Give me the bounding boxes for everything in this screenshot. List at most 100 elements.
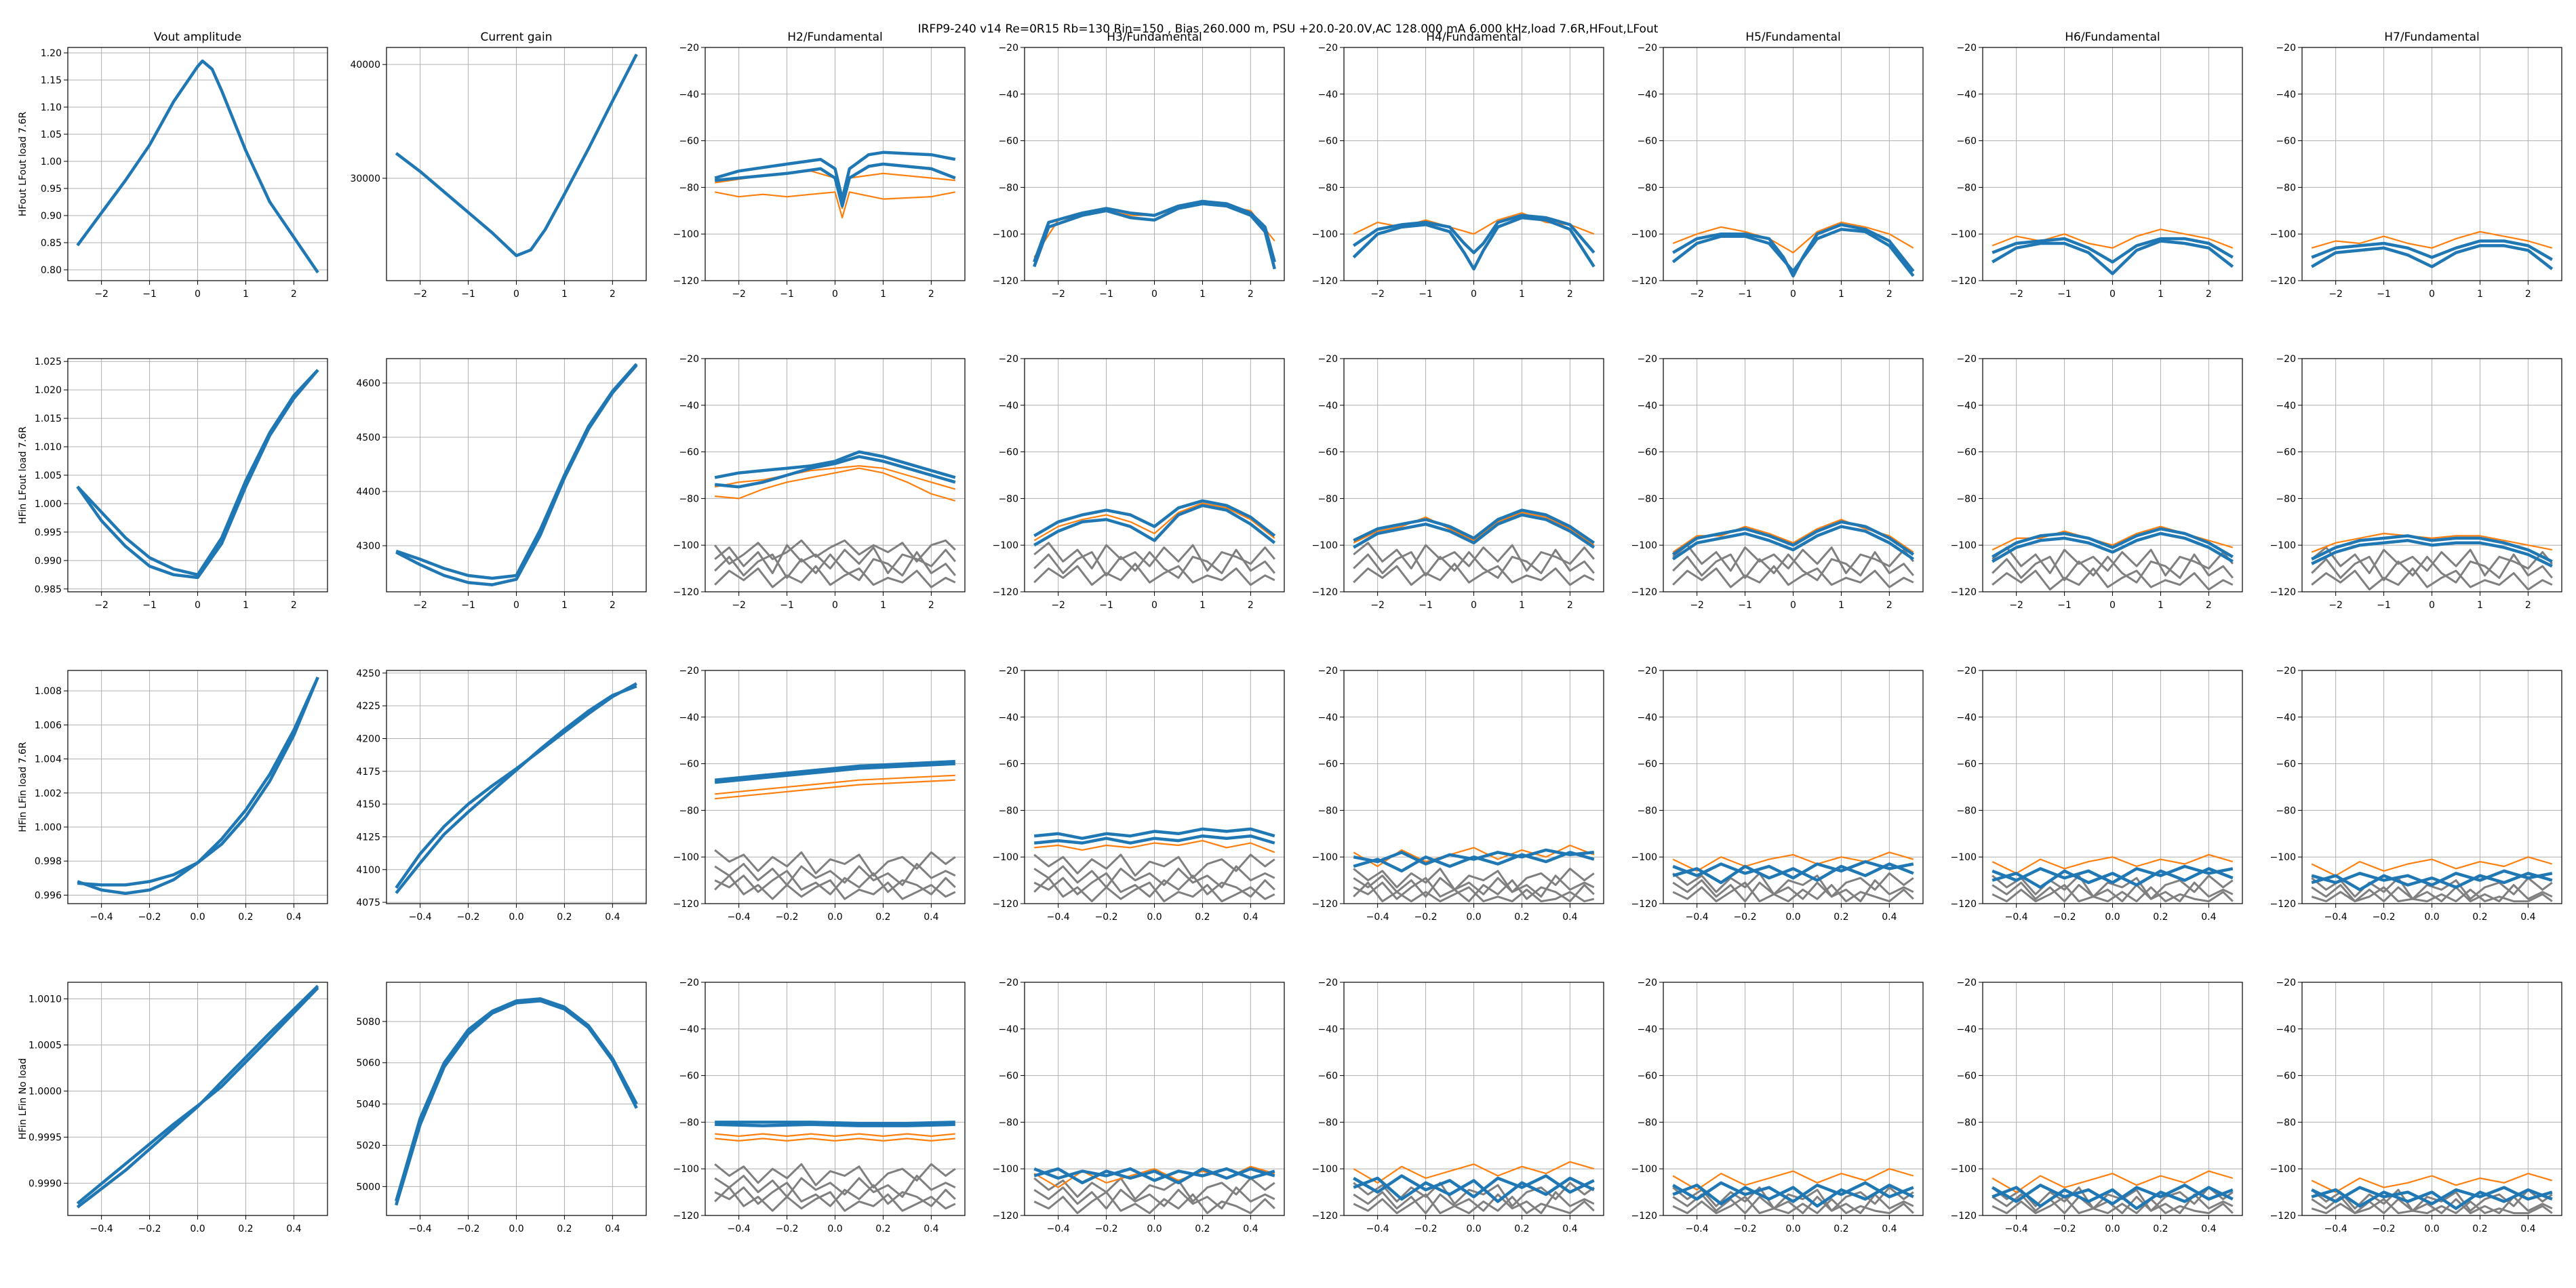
series-line-blue	[1353, 848, 1595, 866]
x-tick-label: 2	[610, 600, 616, 611]
series-line-gray	[1992, 546, 2234, 577]
subplot-r0-c4: −2 −1 0 1 2 −120 −100 −80 −60 −40 −20 H4/Fundamenta…	[1312, 31, 1604, 300]
subplot-r1-c5: −2 −1 0 1 2 −120 −100 −80 −60 −40 −20	[1631, 354, 1924, 611]
subplot-r2-c1: −0.4 −0.2 0.0 0.2 0.4 4075 4100 4125 4150 4175 420…	[356, 668, 647, 923]
series-line-orange	[2311, 532, 2553, 553]
y-tick-label: −40	[1637, 89, 1657, 100]
series-line-gray	[1033, 1191, 1275, 1215]
y-tick-label: 4100	[356, 865, 380, 876]
series-line-gray	[1033, 1177, 1275, 1203]
axes-frame	[1982, 670, 2243, 904]
y-tick-label: −120	[2270, 587, 2296, 598]
series-line-gray	[1992, 567, 2234, 591]
y-tick-label: −120	[1312, 899, 1338, 910]
row-ylabel: HFin LFin No load	[18, 1058, 28, 1140]
series-line-orange	[715, 467, 956, 502]
x-tick-label: 0	[2109, 289, 2116, 300]
y-tick-label: 4075	[356, 898, 380, 908]
series-line-orange	[1672, 1168, 1914, 1191]
y-tick-label: −100	[993, 1164, 1018, 1175]
y-tick-label: −120	[993, 587, 1018, 598]
x-tick-label: 1	[243, 289, 249, 300]
y-tick-label: −20	[1637, 43, 1657, 54]
y-tick-label: −60	[679, 136, 699, 147]
y-tick-label: −20	[2276, 43, 2296, 54]
x-tick-label: −0.4	[2324, 912, 2347, 923]
series-line-gray	[1672, 881, 1914, 903]
x-tick-label: −2	[1690, 289, 1704, 300]
y-tick-label: 1.002	[35, 788, 62, 799]
y-tick-label: −20	[1637, 978, 1657, 988]
series-line-blue	[715, 1121, 955, 1125]
y-tick-label: −20	[679, 666, 699, 677]
series-line-blue	[1672, 1184, 1914, 1208]
x-tick-label: 0.2	[2472, 912, 2487, 923]
x-tick-label: 1	[1519, 289, 1525, 300]
series-line-gray	[1353, 542, 1595, 572]
y-tick-label: −80	[1956, 1117, 1977, 1128]
x-tick-label: 0	[513, 289, 519, 300]
y-tick-label: −80	[998, 805, 1018, 816]
axes-frame	[67, 358, 328, 592]
subplot-r3-c3: −0.4 −0.2 0.0 0.2 0.4 −120 −100 −80 −60 −40 −20	[993, 978, 1285, 1234]
y-tick-label: −60	[1637, 136, 1657, 147]
y-tick-label: −40	[1317, 401, 1338, 411]
subplot-r1-c2: −2 −1 0 1 2 −120 −100 −80 −60 −40 −20	[673, 354, 966, 611]
y-tick-label: 5040	[356, 1100, 380, 1110]
x-tick-label: 0.2	[1514, 912, 1529, 923]
y-tick-label: 4150	[356, 799, 380, 810]
y-tick-label: 40000	[350, 60, 380, 71]
y-tick-label: −80	[679, 494, 699, 504]
y-tick-label: 4500	[356, 432, 380, 443]
x-tick-label: −2	[94, 600, 108, 611]
subplot-r0-c6: −2 −1 0 1 2 −120 −100 −80 −60 −40 −20 H6/Fundamenta…	[1951, 31, 2243, 300]
y-tick-label: 0.990	[35, 556, 62, 567]
series-line-gray	[1353, 1182, 1595, 1207]
y-tick-label: −40	[1956, 1024, 1977, 1035]
y-tick-label: −20	[998, 978, 1018, 988]
x-tick-label: 0.0	[1466, 912, 1481, 923]
series-line-blue	[1992, 867, 2234, 889]
series-line-orange	[1992, 1170, 2234, 1193]
series-line-gray	[1992, 1186, 2234, 1212]
series-line-gray	[714, 863, 956, 886]
x-tick-label: 0.0	[509, 1224, 523, 1234]
y-tick-label: −60	[679, 1071, 699, 1082]
series-line-orange	[1992, 228, 2234, 249]
x-tick-label: −0.4	[1366, 1224, 1389, 1234]
x-tick-label: −1	[780, 289, 794, 300]
x-tick-label: 0.2	[1195, 1224, 1210, 1234]
series-line-gray	[2311, 567, 2553, 591]
series-line-blue	[1033, 1167, 1275, 1182]
subplot-r1-c0: −2 −1 0 1 2 0.985 0.990 0.995 1.000 1.005 1.010 1.0…	[18, 357, 328, 611]
x-tick-label: −0.2	[138, 912, 161, 923]
y-tick-label: 5020	[356, 1140, 380, 1151]
y-tick-label: −40	[998, 1024, 1018, 1035]
x-tick-label: 0	[195, 289, 201, 300]
series-line-blue	[2311, 869, 2553, 887]
series-line-gray	[1033, 563, 1275, 586]
series-line-orange	[2311, 1172, 2553, 1193]
series-line-gray	[714, 539, 956, 565]
figure-title: IRFP9-240 v14 Re=0R15 Rb=130 Rin=150 , B…	[917, 22, 1659, 36]
y-tick-label: −100	[2270, 540, 2296, 551]
x-tick-label: 0.4	[1882, 912, 1897, 923]
subplot-r3-c4: −0.4 −0.2 0.0 0.2 0.4 −120 −100 −80 −60 −40 −20	[1312, 978, 1604, 1234]
y-tick-label: −80	[2276, 805, 2296, 816]
y-tick-label: −40	[1956, 401, 1977, 411]
series-line-blue	[76, 369, 319, 580]
axes-frame	[1663, 670, 1924, 904]
series-line-gray	[2311, 1188, 2553, 1212]
series-line-blue	[1992, 1184, 2234, 1206]
x-tick-label: 0.2	[1195, 912, 1210, 923]
y-tick-label: −60	[2276, 1071, 2296, 1082]
y-tick-label: −80	[1956, 494, 1977, 504]
y-tick-label: −60	[679, 447, 699, 458]
y-tick-label: −20	[1956, 666, 1977, 677]
x-tick-label: 0.4	[286, 912, 301, 923]
y-tick-label: 4600	[356, 378, 380, 389]
y-tick-label: −20	[1317, 978, 1338, 988]
x-tick-label: 2	[1886, 289, 1893, 300]
y-tick-label: −60	[679, 759, 699, 770]
y-tick-label: −20	[679, 43, 699, 54]
